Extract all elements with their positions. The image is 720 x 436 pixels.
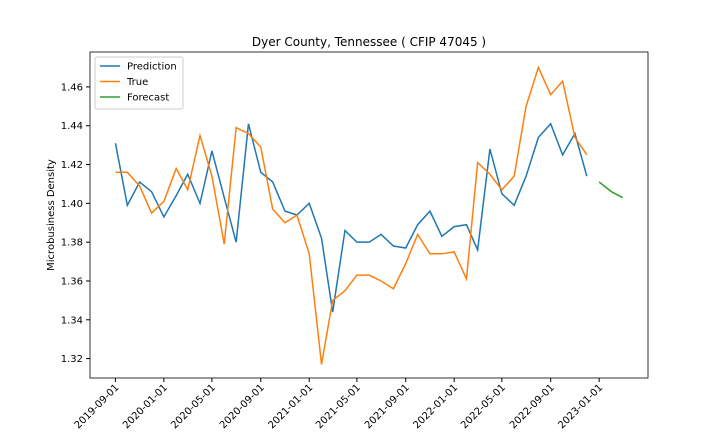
x-tick-label: 2019-09-01: [73, 382, 122, 431]
x-tick-label: 2021-05-01: [314, 382, 363, 431]
x-tick-label: 2023-01-01: [556, 382, 605, 431]
x-tick-label: 2020-05-01: [169, 382, 218, 431]
series-line: [114, 122, 588, 313]
x-tick-label: 2022-09-01: [508, 382, 557, 431]
y-tick-label: 1.38: [61, 238, 83, 249]
y-tick-label: 1.44: [61, 121, 83, 132]
legend-box: [94, 56, 184, 110]
y-tick-label: 1.42: [61, 160, 83, 171]
y-tick-label: 1.46: [61, 82, 83, 93]
x-tick-label: 2022-05-01: [459, 382, 508, 431]
x-tick-label: 2022-01-01: [411, 382, 460, 431]
legend-label: Prediction: [127, 62, 177, 73]
x-tick-label: 2021-09-01: [363, 382, 412, 431]
series-line: [598, 181, 623, 199]
x-tick-label: 2021-01-01: [266, 382, 315, 431]
y-tick-label: 1.34: [61, 315, 83, 326]
y-tick-label: 1.36: [61, 276, 83, 287]
legend-label: True: [126, 77, 148, 88]
chart-title: Dyer County, Tennessee ( CFIP 47045 ): [252, 35, 486, 49]
y-tick-label: 1.32: [61, 354, 83, 365]
y-axis-label: Microbusiness Density: [46, 159, 57, 271]
x-tick-label: 2020-09-01: [218, 382, 267, 431]
series-line: [115, 65, 588, 365]
x-tick-label: 2020-01-01: [121, 382, 170, 431]
plot-frame: [89, 51, 649, 379]
y-tick-label: 1.40: [61, 199, 83, 210]
legend-label: Forecast: [127, 93, 169, 104]
